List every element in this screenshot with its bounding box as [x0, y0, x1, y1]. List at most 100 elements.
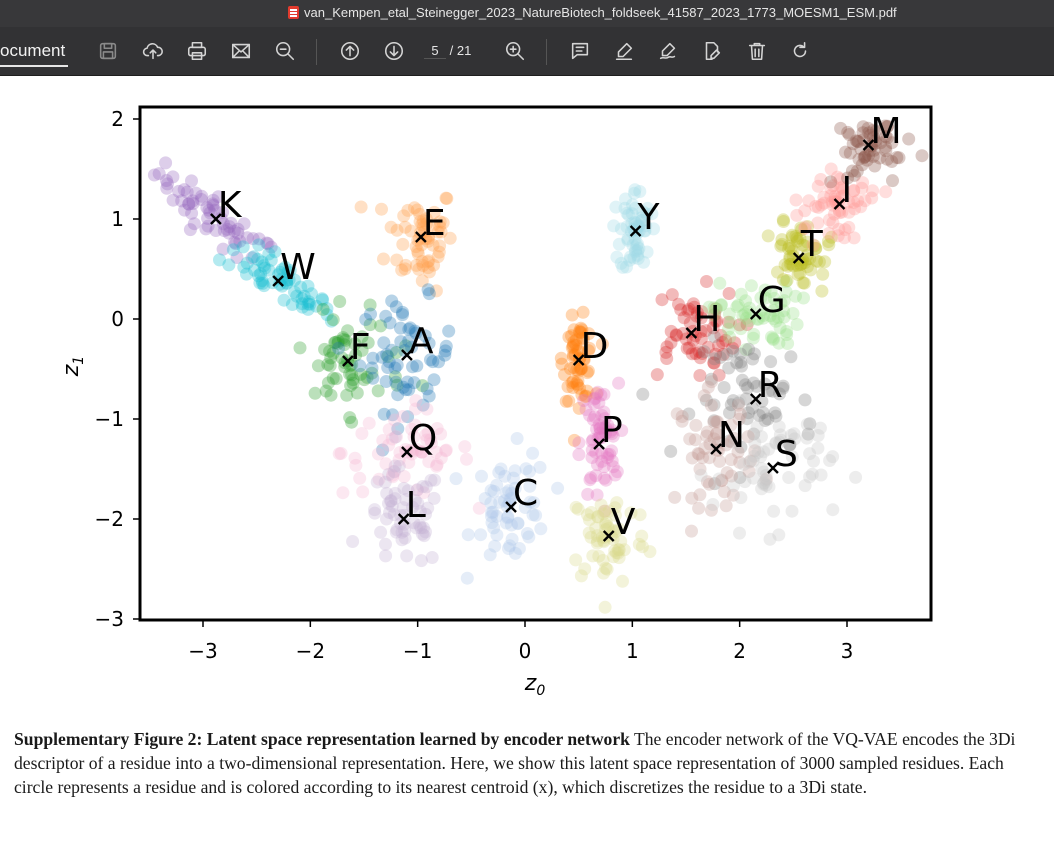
residue-point	[413, 215, 427, 229]
residue-point	[866, 149, 880, 163]
residue-point	[582, 327, 596, 341]
residue-point	[880, 152, 894, 166]
redo-icon[interactable]	[787, 38, 813, 64]
residue-point	[799, 220, 812, 234]
residue-point	[294, 280, 308, 294]
residue-point	[490, 528, 504, 542]
residue-point	[700, 429, 714, 443]
document-view-button[interactable]: ocument	[0, 41, 66, 60]
residue-point	[854, 142, 868, 156]
highlight-icon[interactable]	[611, 38, 637, 64]
residue-point	[785, 450, 799, 464]
residue-point	[800, 235, 814, 249]
residue-point	[802, 194, 816, 208]
residue-point	[734, 347, 747, 361]
residue-point	[488, 539, 502, 553]
residue-point	[731, 445, 745, 459]
residue-point	[625, 225, 638, 238]
residue-point	[506, 471, 520, 485]
residue-point	[717, 381, 731, 394]
residue-point	[664, 336, 678, 350]
page-total: / 21	[449, 43, 472, 58]
residue-point	[194, 193, 208, 206]
trash-icon[interactable]	[744, 38, 770, 64]
residue-point	[783, 438, 797, 452]
residue-point	[691, 447, 705, 460]
residue-point	[771, 265, 784, 279]
residue-point	[186, 194, 200, 208]
residue-point	[595, 409, 609, 422]
residue-point	[413, 518, 427, 532]
residue-point	[398, 220, 412, 234]
residue-point	[866, 184, 880, 198]
edit-icon[interactable]	[699, 38, 725, 64]
residue-point	[301, 297, 315, 311]
residue-point	[708, 477, 722, 491]
residue-point	[595, 431, 609, 445]
residue-point	[329, 372, 343, 386]
residue-point	[353, 471, 367, 485]
residue-point	[815, 284, 829, 298]
y-tick-label: 2	[111, 107, 124, 131]
residue-point	[610, 465, 624, 479]
residue-point	[735, 373, 749, 387]
residue-point	[388, 413, 401, 427]
residue-point	[734, 287, 748, 301]
sign-icon[interactable]	[655, 38, 681, 64]
comment-icon[interactable]	[567, 38, 593, 64]
upload-icon[interactable]	[140, 38, 166, 64]
centroid-marker	[342, 355, 354, 367]
residue-point	[610, 496, 624, 510]
residue-point	[689, 418, 703, 432]
residue-point	[160, 174, 173, 187]
page-down-icon[interactable]	[381, 38, 407, 64]
residue-point	[782, 471, 796, 484]
residue-point	[669, 328, 683, 342]
residue-point	[411, 244, 425, 258]
print-icon[interactable]	[184, 38, 210, 64]
residue-point	[856, 176, 870, 190]
residue-point	[224, 216, 238, 230]
zoom-in-icon[interactable]	[502, 38, 528, 64]
y-tick-label: 0	[111, 307, 124, 331]
residue-point	[587, 397, 601, 411]
mail-icon[interactable]	[228, 38, 254, 64]
residue-point	[612, 551, 626, 565]
residue-point	[379, 457, 393, 471]
residue-point	[601, 418, 615, 432]
residue-point	[756, 406, 770, 420]
residue-point	[643, 545, 657, 559]
residue-point	[597, 566, 611, 580]
residue-point	[700, 275, 713, 288]
save-icon[interactable]	[95, 38, 121, 64]
residue-point	[685, 524, 698, 538]
residue-point	[902, 132, 916, 146]
x-tick-label: 1	[626, 639, 639, 663]
residue-point	[390, 378, 404, 392]
residue-point	[388, 361, 402, 375]
residue-point	[822, 213, 836, 227]
residue-point	[432, 245, 446, 259]
residue-point	[694, 324, 708, 338]
residue-point	[777, 310, 791, 324]
residue-point	[779, 285, 793, 299]
residue-point	[485, 509, 498, 523]
page-number-input[interactable]	[424, 43, 446, 59]
residue-point	[283, 264, 297, 277]
residue-point	[427, 258, 441, 272]
residue-point	[609, 525, 622, 539]
residue-point	[704, 399, 718, 412]
residue-point	[385, 294, 399, 308]
residue-point	[795, 256, 809, 270]
page-up-icon[interactable]	[337, 38, 363, 64]
zoom-out-icon[interactable]	[272, 38, 298, 64]
x-tick-label: 3	[841, 639, 854, 663]
centroid-marker	[749, 308, 762, 320]
residue-point	[581, 508, 594, 522]
residue-point	[324, 388, 338, 402]
residue-point	[321, 358, 335, 371]
centroid-label: P	[601, 410, 623, 451]
residue-point	[591, 534, 604, 548]
residue-point	[742, 455, 756, 469]
residue-point	[333, 295, 347, 308]
